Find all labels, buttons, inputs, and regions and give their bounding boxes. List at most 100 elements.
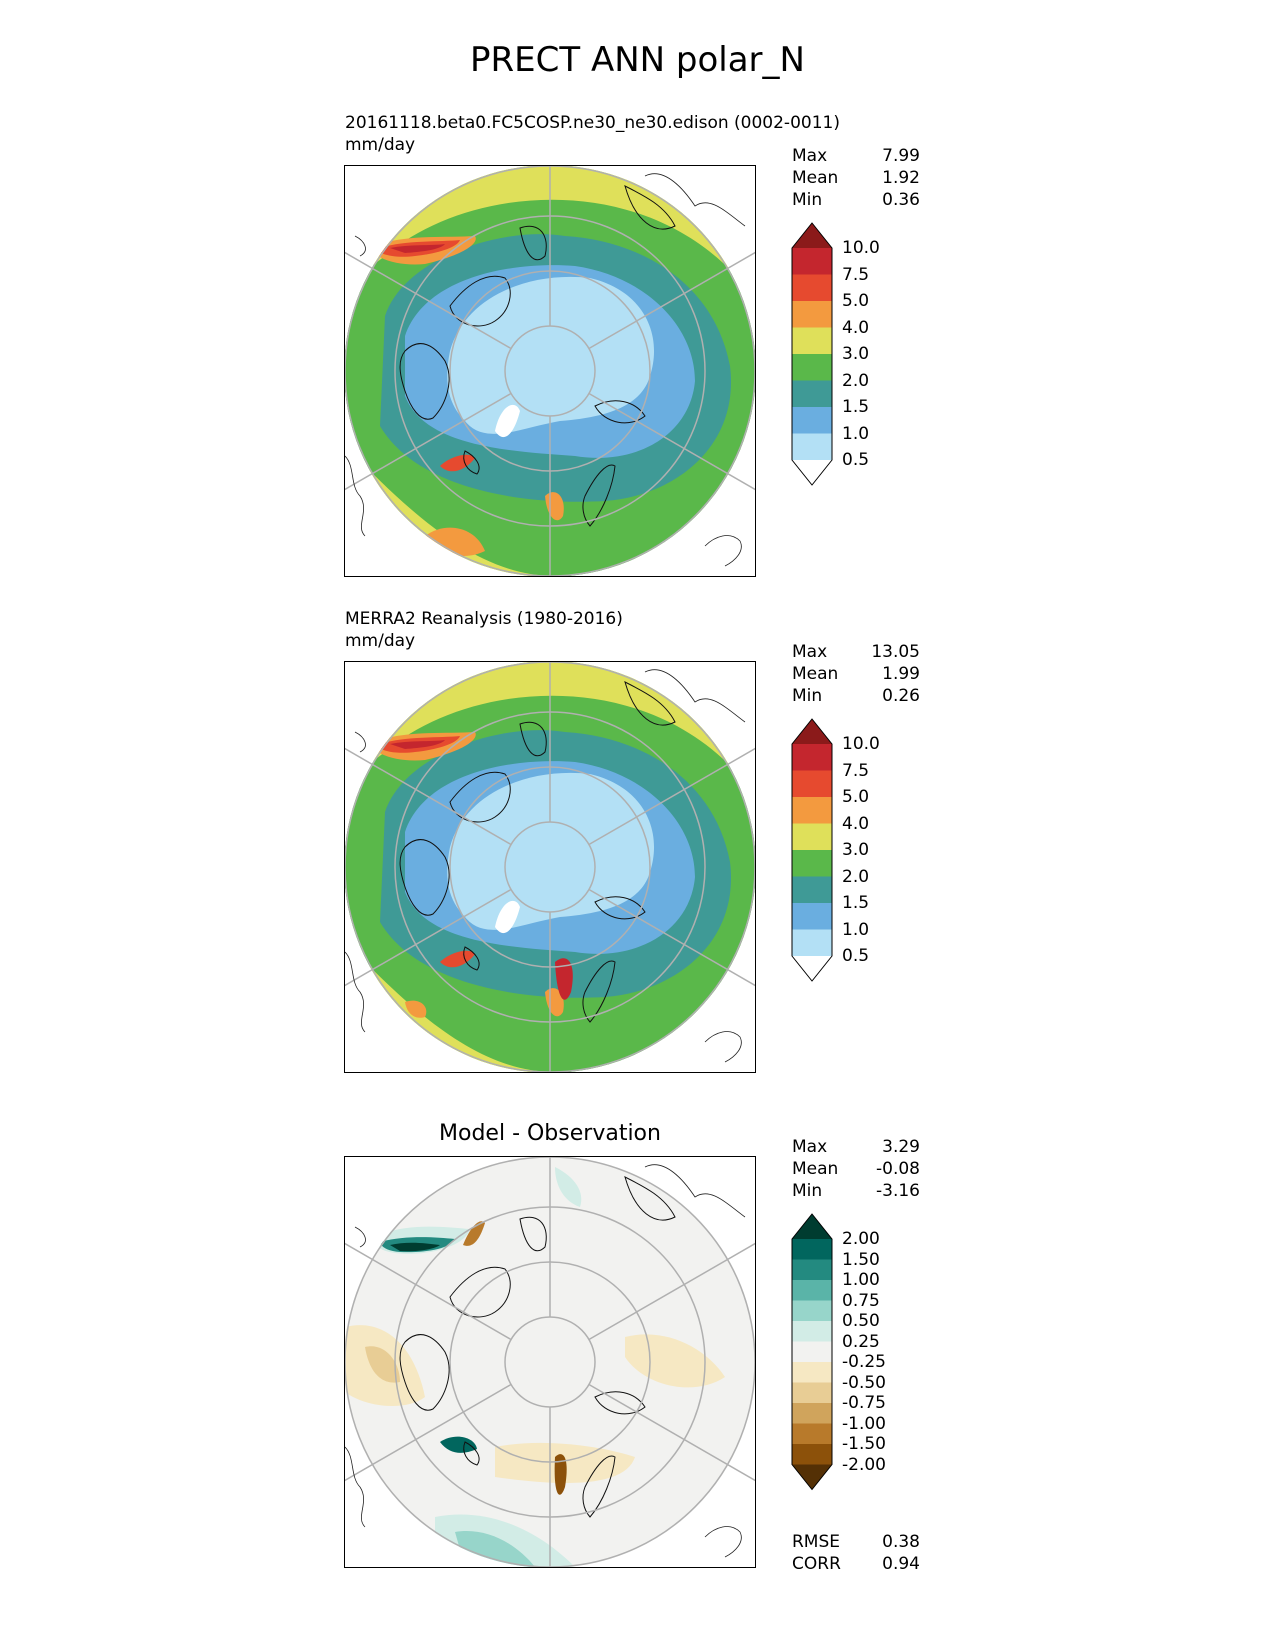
coastline-corner-ne xyxy=(644,669,746,723)
colorbar-tick-label: -1.00 xyxy=(842,1413,886,1434)
diff-stat-mean-label: Mean xyxy=(792,1159,839,1179)
coastline-chukotka xyxy=(624,1176,676,1221)
coastline-siberia xyxy=(594,896,646,920)
colorbar-tick-label: 3.0 xyxy=(842,840,870,860)
test-stat-max-label: Max xyxy=(792,146,828,166)
meridian-line xyxy=(588,251,755,350)
meridian-line xyxy=(588,1242,755,1341)
field-red-south xyxy=(555,958,573,1000)
ref-stat-mean-label: Mean xyxy=(792,664,839,684)
test-panel-title-line1: 20161118.beta0.FC5COSP.ne30_ne30.edison … xyxy=(345,113,840,133)
field-orange-south xyxy=(405,1000,427,1018)
colorbar-tick-label: 7.5 xyxy=(842,760,870,781)
field-darkred xyxy=(390,244,445,253)
coastline-corner-sw xyxy=(345,1446,366,1528)
meridian-line xyxy=(588,392,755,491)
colorbar-segment xyxy=(792,929,832,957)
colorbar-tick-label: 2.00 xyxy=(842,1229,880,1249)
diff-corr-value: 0.94 xyxy=(882,1554,920,1574)
coastline-iceland xyxy=(463,946,480,971)
colorbar-segment xyxy=(792,1444,832,1465)
colorbar-tick-label: -2.00 xyxy=(842,1454,886,1475)
colorbar-tick-label: 10.0 xyxy=(842,238,880,258)
field-dry-norway xyxy=(554,1454,567,1495)
test-map xyxy=(344,165,756,577)
colorbar-extend-bottom xyxy=(792,460,832,485)
diff-stat-mean-value: -0.08 xyxy=(876,1159,920,1179)
colorbar-segment xyxy=(792,274,832,302)
colorbar-tick-label: 0.75 xyxy=(842,1290,880,1311)
colorbar-tick-label: 0.5 xyxy=(842,450,870,470)
figure-title: PRECT ANN polar_N xyxy=(470,40,805,80)
diff-corr-label: CORR xyxy=(792,1554,841,1574)
colorbar-segment xyxy=(792,301,832,328)
coastline-scandinavia xyxy=(582,464,616,527)
colorbar-tick-label: 1.5 xyxy=(842,893,870,913)
field-white xyxy=(495,900,520,934)
colorbar-segment xyxy=(792,1403,832,1424)
colorbar-tick-label: 1.0 xyxy=(842,919,870,940)
colorbar-segment xyxy=(792,1280,832,1301)
colorbar-tick-label: 1.5 xyxy=(842,397,870,417)
field-white xyxy=(495,404,520,438)
coastline-corner-se xyxy=(704,1526,742,1558)
coastline-corner-nw xyxy=(354,1226,366,1248)
colorbar-tick-label: 10.0 xyxy=(842,734,880,754)
test-stat-min-value: 0.36 xyxy=(882,190,920,210)
meridian-line xyxy=(588,1383,755,1482)
colorbar-extend-bottom xyxy=(792,1464,832,1490)
meridian-line xyxy=(345,1383,512,1482)
colorbar-segment xyxy=(792,1239,832,1260)
field-yellow-north xyxy=(345,166,755,286)
colorbar-segment xyxy=(792,876,832,904)
field-red-patch xyxy=(440,950,475,968)
field-wet-north xyxy=(555,1167,582,1207)
diff-rmse-label: RMSE xyxy=(792,1532,841,1552)
colorbar-tick-label: 1.50 xyxy=(842,1249,880,1270)
coastline-scandinavia xyxy=(582,1455,616,1518)
diff-stat-max-value: 3.29 xyxy=(882,1137,920,1157)
coastline-siberia xyxy=(594,1391,646,1415)
ref-panel-title: MERRA2 Reanalysis (1980-2016) mm/day xyxy=(345,608,623,652)
field-wet-patch xyxy=(440,1436,477,1453)
colorbar-segment xyxy=(792,1362,832,1383)
outer-coastlines xyxy=(345,669,746,1063)
coastline-corner-ne xyxy=(644,1164,746,1218)
outer-coastlines xyxy=(345,173,746,567)
ref-stat-max-value: 13.05 xyxy=(871,642,920,662)
outer-coastlines xyxy=(345,1164,746,1558)
coastline-alaska xyxy=(519,721,547,757)
colorbar-segment xyxy=(792,407,832,434)
ref-stats: Max 13.05 Mean 1.99 Min 0.26 xyxy=(792,641,920,707)
ref-map xyxy=(344,661,756,1073)
colorbar-segment xyxy=(792,1259,832,1281)
colorbar-segment xyxy=(792,380,832,408)
colorbar-segment xyxy=(792,1341,832,1363)
meridian-line xyxy=(345,251,512,350)
ref-panel-title-line1: MERRA2 Reanalysis (1980-2016) xyxy=(345,609,623,629)
diff-stats: Max 3.29 Mean -0.08 Min -3.16 xyxy=(792,1136,920,1202)
diff-stat-max-label: Max xyxy=(792,1137,828,1157)
coastline-scandinavia xyxy=(582,960,616,1023)
graticule xyxy=(345,166,755,576)
test-panel-units: mm/day xyxy=(345,135,416,155)
meridian-line xyxy=(345,1242,512,1341)
ref-stat-min-value: 0.26 xyxy=(882,686,920,706)
field-yellow-north xyxy=(345,662,755,782)
colorbar-segment xyxy=(792,823,832,851)
coastline-corner-sw xyxy=(345,455,366,537)
field-dry-stormtrack-edge xyxy=(463,1221,485,1246)
colorbar-tick-label: -0.50 xyxy=(842,1372,886,1393)
ref-colorbar: 10.0 7.5 5.0 4.0 3.0 2.0 1.5 1.0 0.5 xyxy=(790,718,880,982)
coastline-alaska xyxy=(519,1216,547,1252)
colorbar-tick-label: 2.0 xyxy=(842,370,870,391)
colorbar-tick-label: 1.0 xyxy=(842,423,870,444)
colorbar-segment xyxy=(792,248,832,275)
field-lightblue xyxy=(447,276,655,434)
test-stat-mean-value: 1.92 xyxy=(882,168,920,188)
field-lightblue xyxy=(447,772,655,930)
colorbar-segment xyxy=(792,354,832,381)
colorbar-tick-label: 0.25 xyxy=(842,1331,880,1352)
diff-colorbar: 2.00 1.50 1.00 0.75 0.50 0.25 -0.25 -0.50 -0.75-… xyxy=(790,1213,886,1491)
colorbar-segment xyxy=(792,327,832,355)
